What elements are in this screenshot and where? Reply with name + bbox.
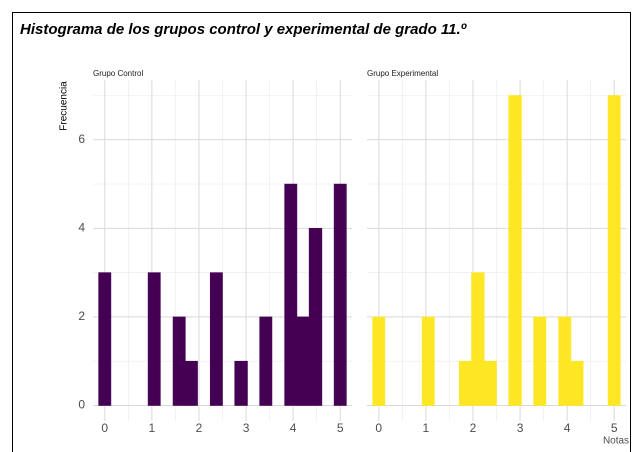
x-tick-label: 1 <box>149 421 156 435</box>
bar <box>209 272 223 406</box>
bar <box>172 316 186 406</box>
x-tick-label: 3 <box>243 421 250 435</box>
y-tick-label: 6 <box>78 132 85 146</box>
bar <box>234 360 248 406</box>
bar <box>458 360 472 406</box>
bar <box>533 316 547 406</box>
x-axis-label: Notas <box>603 436 629 447</box>
y-tick-label: 0 <box>78 398 85 412</box>
y-axis-label: Frecuencia <box>59 81 70 131</box>
bar <box>372 316 386 406</box>
facet-label: Grupo Experimental <box>367 69 438 78</box>
y-tick-label: 2 <box>78 309 85 323</box>
x-tick-label: 2 <box>196 421 203 435</box>
bar <box>296 316 310 406</box>
chart-title: Histograma de los grupos control y exper… <box>20 21 468 38</box>
x-tick-label: 2 <box>470 421 477 435</box>
x-tick-label: 4 <box>290 421 297 435</box>
bar <box>471 272 485 406</box>
x-tick-label: 4 <box>564 421 571 435</box>
y-tick-label: 4 <box>78 221 85 235</box>
x-tick-label: 1 <box>423 421 430 435</box>
bar <box>570 360 584 406</box>
x-tick-label: 3 <box>517 421 524 435</box>
x-tick-label: 0 <box>375 421 382 435</box>
x-tick-label: 5 <box>611 421 618 435</box>
bar <box>98 272 112 406</box>
bar <box>508 95 522 406</box>
bar <box>147 272 161 406</box>
bar <box>308 228 323 406</box>
x-tick-label: 5 <box>337 421 344 435</box>
bar <box>558 316 572 406</box>
bar <box>333 183 347 406</box>
x-tick-label: 0 <box>101 421 108 435</box>
bar <box>284 183 298 406</box>
bar <box>184 360 198 406</box>
bar <box>421 316 435 406</box>
bar <box>607 95 621 406</box>
bar <box>483 360 497 406</box>
bar <box>259 316 273 406</box>
facet-label: Grupo Control <box>93 69 143 78</box>
